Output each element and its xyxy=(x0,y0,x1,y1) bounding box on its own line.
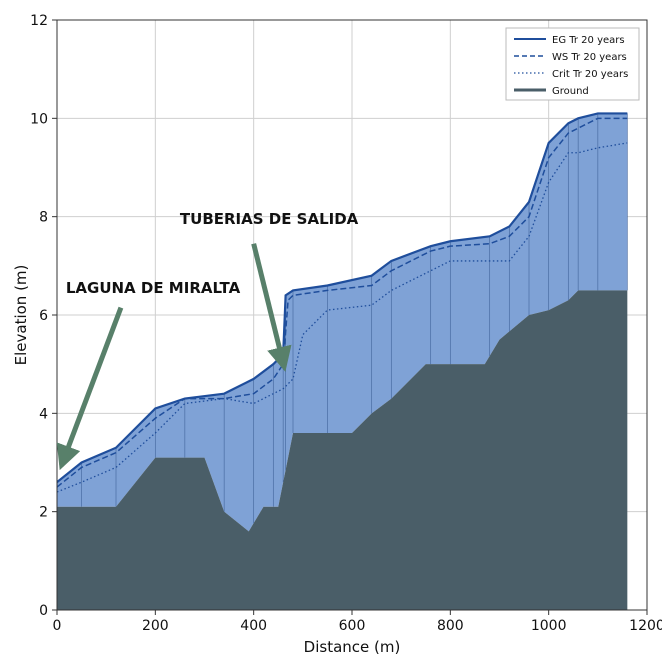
x-tick-label: 200 xyxy=(142,618,169,634)
y-axis-label: Elevation (m) xyxy=(12,265,30,366)
legend: EG Tr 20 years WS Tr 20 years Crit Tr 20 y… xyxy=(505,27,640,101)
y-tick-label: 0 xyxy=(39,603,48,619)
y-tick-label: 4 xyxy=(39,406,48,422)
x-tick-label: 600 xyxy=(339,618,366,634)
y-tick-label: 12 xyxy=(30,13,48,29)
y-tick-label: 10 xyxy=(30,111,48,127)
legend-label: Crit Tr 20 years xyxy=(552,69,628,80)
x-tick-label: 1200 xyxy=(629,618,662,634)
annotations: LAGUNA DE MIRALTA TUBERIAS DE SALIDA xyxy=(56,210,359,471)
annotation-label: LAGUNA DE MIRALTA xyxy=(66,279,241,297)
water-area xyxy=(57,113,628,532)
axis-ticks: 0 200 400 600 800 1000 1200 0 2 4 6 8 10 12 xyxy=(30,13,662,634)
annotation-arrow xyxy=(251,243,292,372)
x-tick-label: 1000 xyxy=(531,618,567,634)
x-tick-label: 800 xyxy=(437,618,464,634)
legend-label: EG Tr 20 years xyxy=(552,35,625,46)
eg-series-line xyxy=(57,112,628,484)
annotation-arrow xyxy=(56,306,124,471)
crit-series-line xyxy=(57,142,628,493)
ws-series-line xyxy=(57,117,628,488)
legend-label: Ground xyxy=(552,86,589,97)
x-axis-label: Distance (m) xyxy=(304,638,401,656)
annotation-label: TUBERIAS DE SALIDA xyxy=(180,210,359,228)
ground-area xyxy=(57,290,628,610)
x-tick-label: 0 xyxy=(53,618,62,634)
y-tick-label: 6 xyxy=(39,308,48,324)
data-layer xyxy=(57,112,628,610)
legend-label: WS Tr 20 years xyxy=(552,52,627,63)
y-tick-label: 2 xyxy=(39,505,48,521)
y-tick-label: 8 xyxy=(39,210,48,226)
x-tick-label: 400 xyxy=(240,618,267,634)
